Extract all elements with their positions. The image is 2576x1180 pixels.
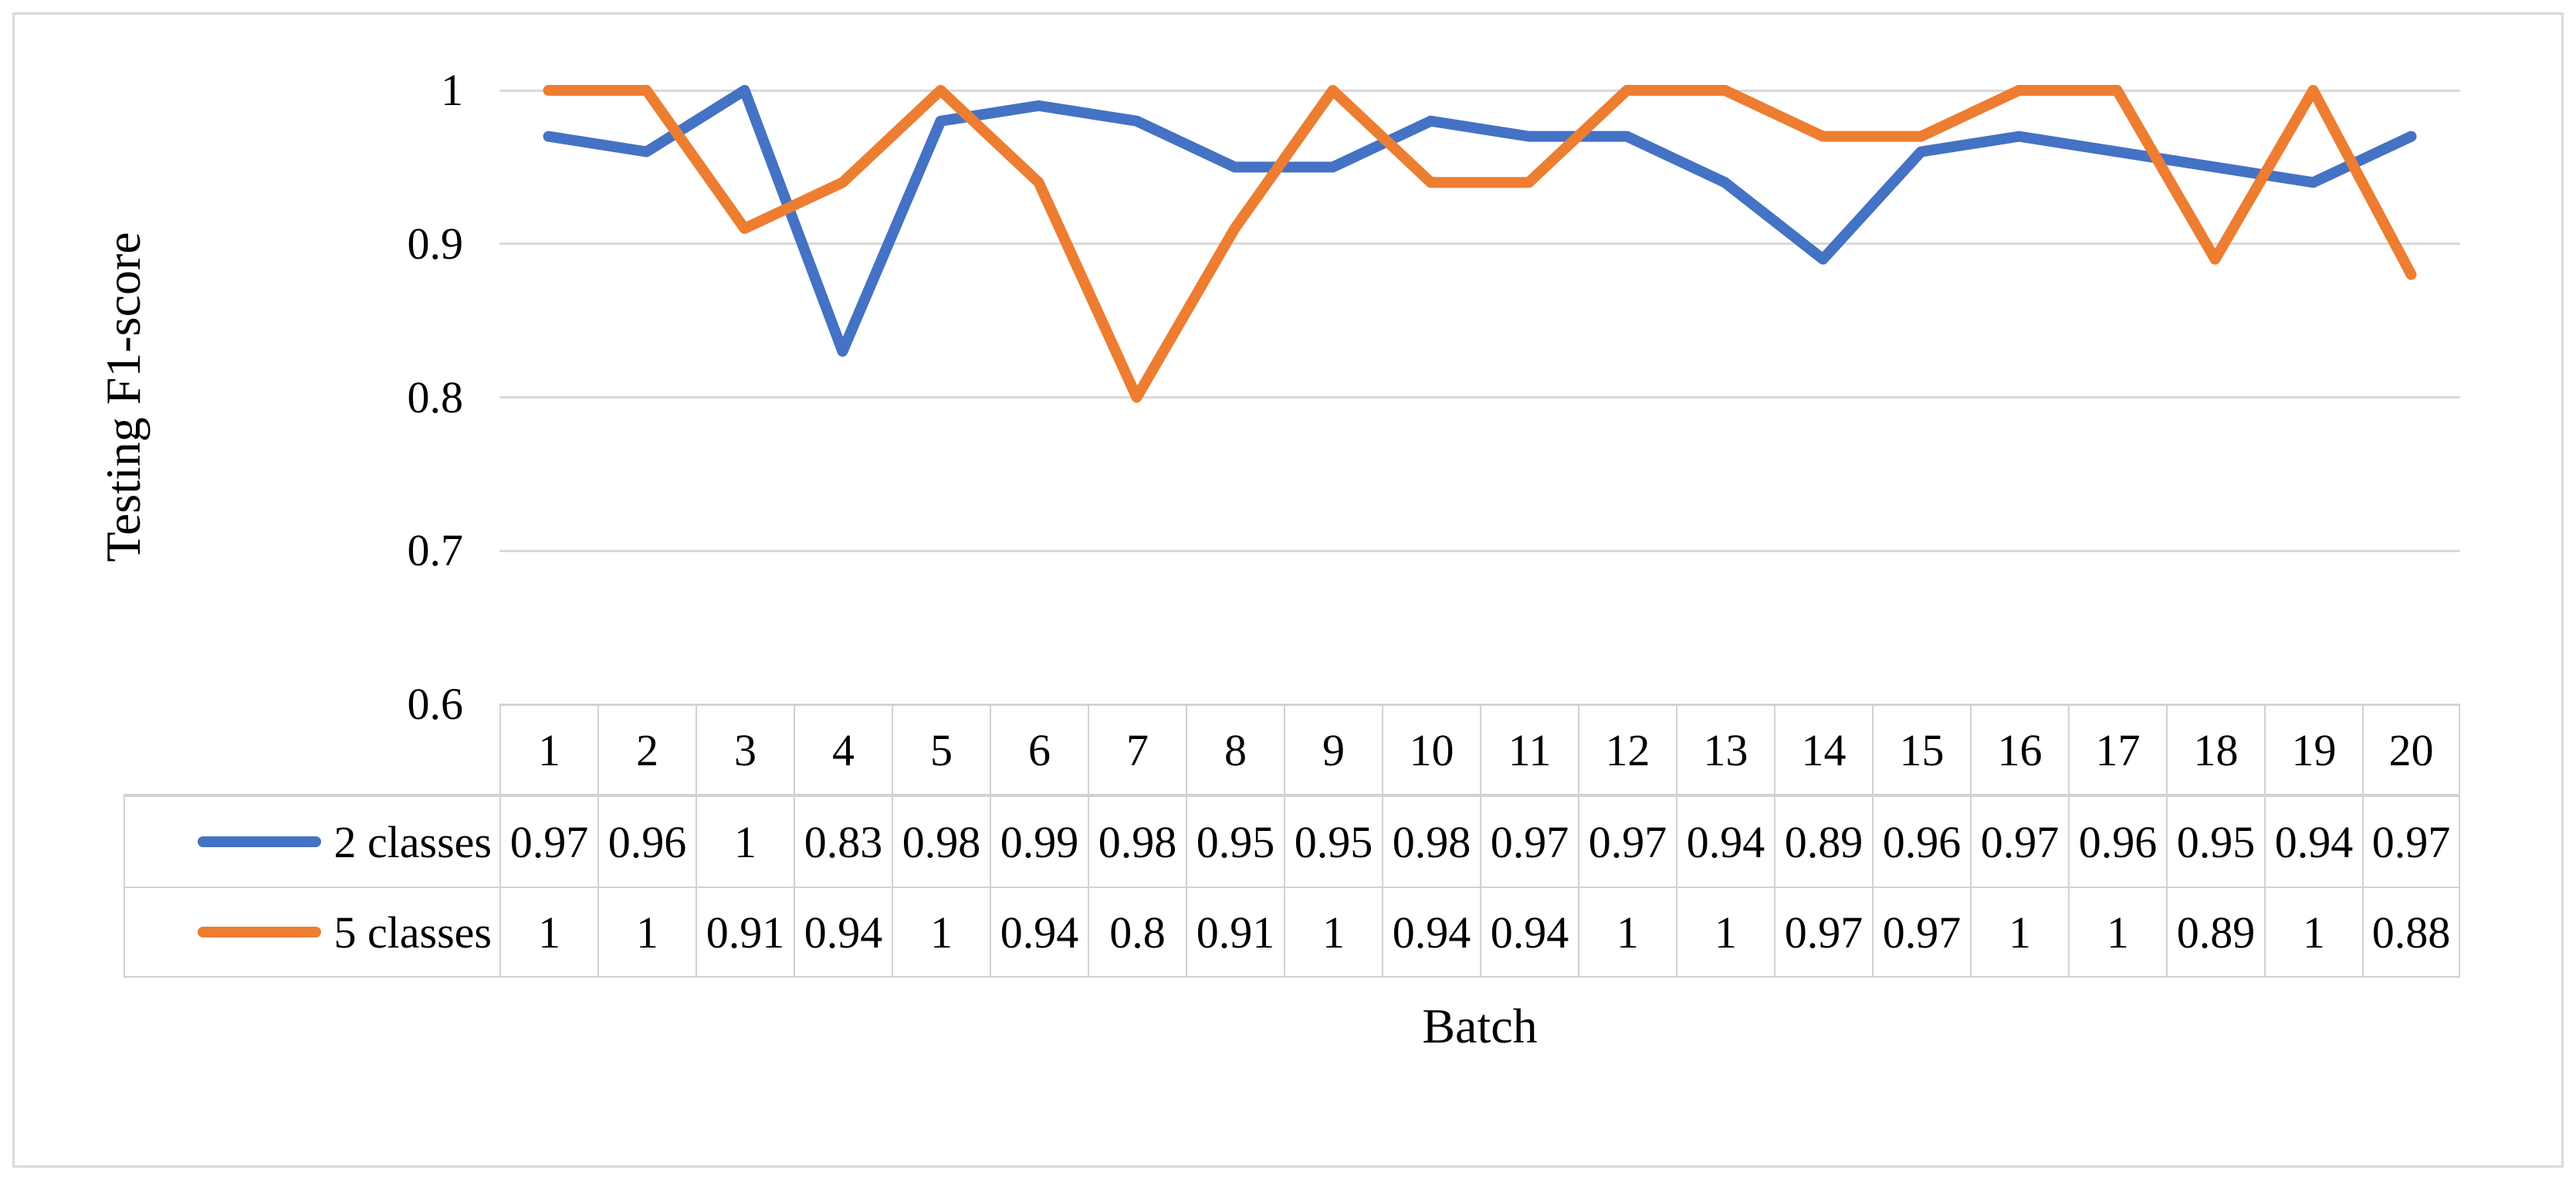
batch-header-17: 17 [2068, 704, 2166, 794]
value-cell-5-classes-batch-20: 0.88 [2362, 887, 2460, 978]
y-tick-label-1: 1 [441, 65, 463, 115]
data-table: 1 2 3 4 5 6 7 8 9 10 11 12 13 14 15 16 17 18 19 20 2 classes… [124, 704, 2460, 978]
value-cell-2-classes-batch-17: 0.96 [2068, 794, 2166, 887]
value-cell-5-classes-batch-15: 0.97 [1872, 887, 1970, 978]
value-cell-2-classes-batch-1: 0.97 [499, 794, 597, 887]
value-cell-2-classes-batch-14: 0.89 [1774, 794, 1872, 887]
y-tick-label-0.8: 0.8 [407, 371, 464, 422]
legend-swatch-2-classes [198, 836, 322, 847]
batch-header-4: 4 [794, 704, 892, 794]
value-cell-5-classes-batch-2: 1 [597, 887, 696, 978]
value-cell-5-classes-batch-5: 1 [892, 887, 990, 978]
batch-header-20: 20 [2362, 704, 2460, 794]
figure-frame [12, 12, 2564, 1168]
gridline-y-0.9 [499, 242, 2460, 246]
value-cell-2-classes-batch-16: 0.97 [1970, 794, 2068, 887]
value-cell-2-classes-batch-7: 0.98 [1088, 794, 1186, 887]
table-corner-blank [124, 704, 499, 794]
value-cell-5-classes-batch-11: 0.94 [1480, 887, 1578, 978]
value-cell-2-classes-batch-9: 0.95 [1284, 794, 1382, 887]
value-cell-5-classes-batch-14: 0.97 [1774, 887, 1872, 978]
value-cell-5-classes-batch-18: 0.89 [2166, 887, 2264, 978]
batch-header-14: 14 [1774, 704, 1872, 794]
gridline-y-1 [499, 89, 2460, 92]
value-cell-2-classes-batch-5: 0.98 [892, 794, 990, 887]
series-line-5-classes [543, 85, 2417, 403]
value-cell-2-classes-batch-11: 0.97 [1480, 794, 1578, 887]
value-cell-5-classes-batch-6: 0.94 [990, 887, 1088, 978]
y-tick-label-0.7: 0.7 [407, 525, 464, 576]
legend-cell-5-classes: 5 classes [124, 887, 499, 978]
batch-header-18: 18 [2166, 704, 2264, 794]
value-cell-5-classes-batch-12: 1 [1578, 887, 1676, 978]
value-cell-2-classes-batch-19: 0.94 [2264, 794, 2362, 887]
value-cell-2-classes-batch-12: 0.97 [1578, 794, 1676, 887]
value-cell-2-classes-batch-3: 1 [696, 794, 794, 887]
value-cell-5-classes-batch-16: 1 [1970, 887, 2068, 978]
batch-header-5: 5 [892, 704, 990, 794]
line-plot [543, 85, 2417, 403]
value-cell-5-classes-batch-4: 0.94 [794, 887, 892, 978]
value-cell-5-classes-batch-13: 1 [1676, 887, 1774, 978]
gridline-y-0.7 [499, 549, 2460, 552]
value-cell-5-classes-batch-10: 0.94 [1382, 887, 1480, 978]
value-cell-5-classes-batch-7: 0.8 [1088, 887, 1186, 978]
batch-header-11: 11 [1480, 704, 1578, 794]
batch-header-13: 13 [1676, 704, 1774, 794]
value-cell-5-classes-batch-9: 1 [1284, 887, 1382, 978]
batch-header-8: 8 [1186, 704, 1284, 794]
batch-header-6: 6 [990, 704, 1088, 794]
batch-header-12: 12 [1578, 704, 1676, 794]
gridline-y-0.8 [499, 396, 2460, 398]
value-cell-5-classes-batch-17: 1 [2068, 887, 2166, 978]
value-cell-2-classes-batch-8: 0.95 [1186, 794, 1284, 887]
batch-header-1: 1 [499, 704, 597, 794]
batch-header-9: 9 [1284, 704, 1382, 794]
value-cell-2-classes-batch-20: 0.97 [2362, 794, 2460, 887]
value-cell-2-classes-batch-6: 0.99 [990, 794, 1088, 887]
batch-header-10: 10 [1382, 704, 1480, 794]
batch-header-7: 7 [1088, 704, 1186, 794]
value-cell-2-classes-batch-15: 0.96 [1872, 794, 1970, 887]
value-cell-2-classes-batch-2: 0.96 [597, 794, 696, 887]
y-tick-label-0.6: 0.6 [407, 679, 464, 729]
legend-swatch-5-classes [198, 927, 322, 938]
y-axis-title: Testing F1-score [96, 232, 151, 562]
x-axis-title: Batch [1422, 999, 1538, 1053]
batch-header-15: 15 [1872, 704, 1970, 794]
batch-header-3: 3 [696, 704, 794, 794]
legend-label: 2 classes [333, 816, 492, 867]
value-cell-5-classes-batch-8: 0.91 [1186, 887, 1284, 978]
value-cell-5-classes-batch-19: 1 [2264, 887, 2362, 978]
y-tick-label-0.9: 0.9 [407, 218, 464, 269]
legend-label: 5 classes [333, 907, 492, 958]
batch-header-16: 16 [1970, 704, 2068, 794]
value-cell-2-classes-batch-13: 0.94 [1676, 794, 1774, 887]
batch-header-19: 19 [2264, 704, 2362, 794]
batch-header-2: 2 [597, 704, 696, 794]
value-cell-5-classes-batch-1: 1 [499, 887, 597, 978]
legend-cell-2-classes: 2 classes [124, 794, 499, 887]
value-cell-2-classes-batch-18: 0.95 [2166, 794, 2264, 887]
value-cell-5-classes-batch-3: 0.91 [696, 887, 794, 978]
value-cell-2-classes-batch-10: 0.98 [1382, 794, 1480, 887]
value-cell-2-classes-batch-4: 0.83 [794, 794, 892, 887]
series-line-2-classes [543, 85, 2417, 357]
